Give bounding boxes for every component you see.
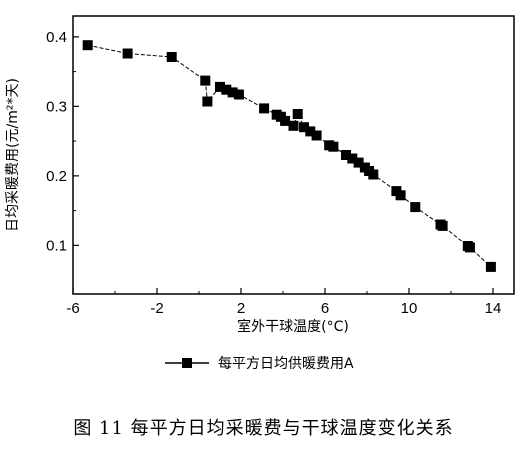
data-point (305, 126, 316, 137)
data-point (368, 169, 379, 180)
x-axis-title: 室外干球温度(°C) (237, 318, 349, 335)
data-point (288, 120, 299, 131)
data-point (233, 89, 244, 100)
data-point (347, 153, 358, 164)
plot-frame (72, 15, 515, 295)
data-point (292, 109, 303, 119)
y-tick-label: 0.3 (46, 98, 67, 115)
data-point (215, 81, 225, 92)
y-axis-title: 日均采暖费用(元/m²*天) (5, 78, 21, 232)
data-point (227, 87, 238, 98)
y-tick-label: 0.1 (46, 237, 67, 254)
data-point (353, 157, 364, 168)
data-point (259, 103, 270, 114)
data-point (464, 242, 475, 253)
data-point (437, 220, 448, 231)
data-point (299, 122, 309, 133)
series-lines (87, 44, 492, 268)
data-point (280, 115, 291, 126)
data-point (221, 84, 232, 95)
data-point (311, 130, 322, 141)
x-tick-label: 2 (237, 300, 245, 317)
x-tick-label: -2 (150, 300, 163, 317)
series-markers (82, 40, 496, 272)
data-point (166, 52, 177, 62)
data-point (410, 202, 421, 213)
y-axis: 0.1 0.2 0.3 0.4 (46, 29, 79, 254)
y-tick-label: 0.4 (46, 29, 67, 46)
data-point (122, 48, 133, 59)
legend: 每平方日均供暖费用A (165, 356, 354, 372)
data-point (341, 150, 351, 160)
data-point (328, 141, 339, 152)
chart: -6 -2 2 6 10 14 0.1 0.2 0.3 0.4 室外干球温度(°C) 日均采暖费… (5, 15, 515, 372)
x-tick-label: 10 (401, 300, 418, 317)
plot-border (72, 15, 515, 295)
x-tick-label: 14 (485, 300, 502, 317)
data-point (82, 40, 93, 51)
series-line (87, 44, 492, 268)
data-point (200, 75, 211, 86)
x-axis: -6 -2 2 6 10 14 (66, 288, 501, 317)
legend-marker-swatch (182, 358, 192, 368)
figure-caption: 图 11 每平方日均采暖费与干球温度变化关系 (73, 418, 454, 439)
legend-series-label: 每平方日均供暖费用A (218, 356, 354, 372)
data-point (485, 261, 496, 272)
y-tick-label: 0.2 (46, 168, 67, 185)
data-point (395, 190, 406, 201)
data-point (202, 96, 213, 107)
x-tick-label: -6 (66, 300, 79, 317)
x-tick-label: 6 (321, 300, 329, 317)
